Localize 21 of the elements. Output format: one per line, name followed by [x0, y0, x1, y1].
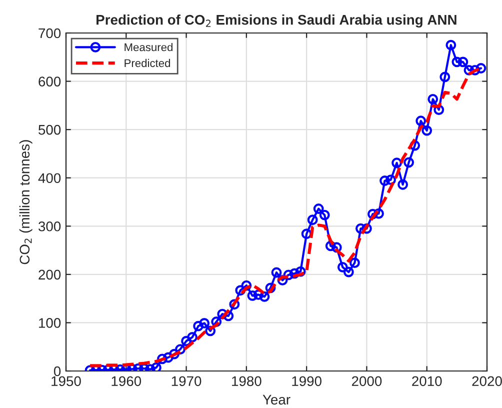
legend-label: Measured [124, 43, 172, 52]
y-tick-label: 400 [38, 173, 61, 184]
y-tick-label: 500 [38, 124, 61, 135]
y-tick-label: 700 [38, 28, 61, 38]
y-tick-label: 200 [38, 270, 61, 280]
x-tick-label: 2020 [472, 376, 502, 386]
chart-title: Prediction of CO$_{2}$ Emisions in Saudi Arabia using ANN [96, 14, 456, 28]
legend-label: Predicted [124, 58, 170, 68]
x-tick-label: 2010 [412, 376, 442, 386]
y-tick-label: 0 [54, 366, 61, 376]
x-tick-label: 1980 [232, 376, 262, 386]
y-tick-label: 100 [39, 318, 61, 328]
x-tick-label: 2000 [352, 376, 382, 386]
y-axis-title: CO$_{2}$ (million tonnes) [19, 140, 32, 264]
x-tick-label: 1990 [292, 376, 322, 386]
x-tick-label: 1950 [52, 376, 81, 386]
x-axis-title: Year [262, 394, 290, 405]
x-tick-label: 1960 [112, 376, 142, 386]
y-tick-label: 600 [38, 76, 61, 86]
y-tick-label: 300 [38, 221, 61, 232]
x-tick-label: 1970 [172, 376, 202, 386]
